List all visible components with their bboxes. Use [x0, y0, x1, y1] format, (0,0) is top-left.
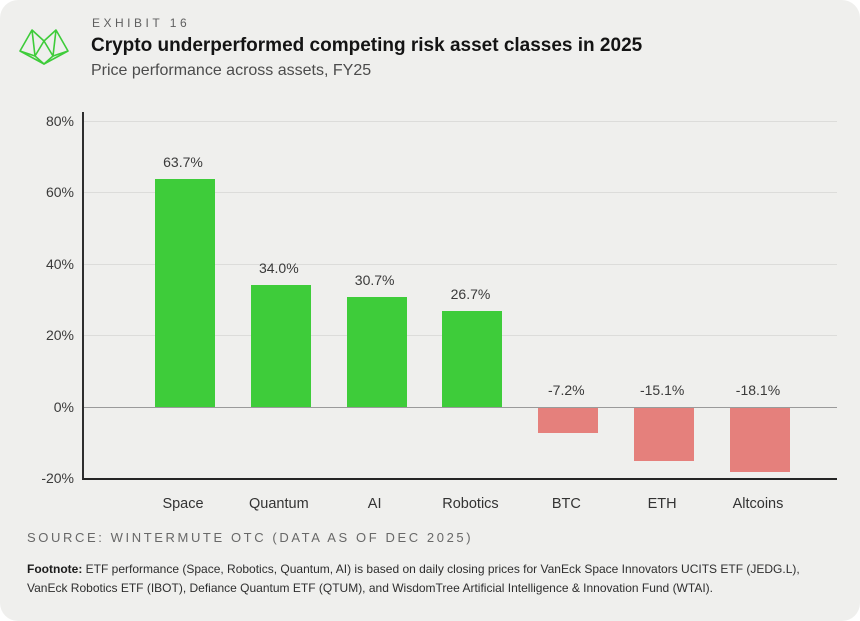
bar-eth: [634, 407, 695, 462]
footnote-text: ETF performance (Space, Robotics, Quantu…: [27, 562, 800, 595]
gridline: [84, 263, 837, 265]
y-tick-label: 40%: [45, 255, 74, 272]
bar-ai: [346, 296, 407, 407]
x-tick-label-btc: BTC: [551, 496, 581, 512]
footnote-label: Footnote:: [27, 562, 83, 576]
bar-value-label: 26.7%: [450, 286, 491, 303]
bar-value-label: 63.7%: [163, 154, 203, 171]
x-tick-label-space: Space: [162, 496, 204, 512]
bar-btc: [538, 407, 599, 434]
x-tick-label-altcoins: Altcoins: [732, 496, 784, 512]
x-tick-label-ai: AI: [367, 496, 382, 512]
gridline: [84, 192, 837, 194]
y-tick-label: -20%: [41, 470, 74, 486]
chart-title: Crypto underperformed competing risk ass…: [91, 35, 643, 56]
bar-robotics: [442, 311, 503, 407]
x-tick-label-quantum: Quantum: [249, 496, 309, 512]
source-line: SOURCE: WINTERMUTE OTC (DATA AS OF DEC 2…: [27, 530, 474, 545]
y-tick-label: 60%: [45, 184, 74, 201]
exhibit-label: EXHIBIT 16: [92, 16, 191, 30]
x-tick-label-eth: ETH: [647, 496, 677, 512]
y-tick-label: 20%: [45, 327, 74, 344]
plot-area: [82, 112, 837, 480]
y-tick-label: 80%: [45, 112, 74, 129]
footnote: Footnote: ETF performance (Space, Roboti…: [27, 560, 835, 597]
bar-value-label: -7.2%: [548, 381, 585, 398]
bar-value-label: -15.1%: [639, 381, 685, 398]
gridline: [84, 120, 837, 122]
bar-value-label: -18.1%: [735, 381, 781, 398]
y-tick-label: 0%: [53, 398, 74, 415]
chart-subtitle: Price performance across assets, FY25: [91, 62, 372, 79]
bar-value-label: 34.0%: [258, 260, 299, 277]
bar-quantum: [250, 285, 311, 407]
zero-gridline: [84, 406, 837, 408]
bar-altcoins: [729, 407, 790, 473]
bar-space: [155, 179, 215, 407]
wintermute-logo-icon: [19, 29, 69, 65]
x-tick-label-robotics: Robotics: [442, 496, 499, 512]
bar-value-label: 30.7%: [354, 271, 395, 288]
